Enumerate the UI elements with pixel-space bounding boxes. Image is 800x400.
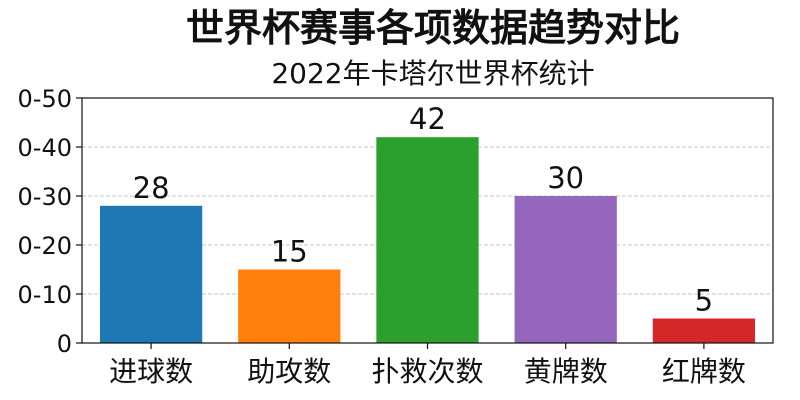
y-tick-label: 0-30: [18, 183, 72, 211]
bar-3: [376, 137, 479, 343]
bar-value-label: 5: [695, 284, 713, 318]
x-tick-label: 红牌数: [662, 355, 746, 388]
y-tick-label: 0-40: [18, 134, 72, 162]
bar-value-label: 30: [547, 161, 584, 195]
x-tick-label: 扑救次数: [371, 355, 483, 388]
plot-frame: [81, 97, 774, 344]
x-tick-label: 进球数: [109, 355, 193, 388]
bar-1: [99, 205, 203, 343]
chart-title: 世界杯赛事各项数据趋势对比: [185, 6, 680, 50]
bar-value-label: 28: [133, 171, 170, 205]
bar-value-label: 42: [409, 102, 446, 136]
bar-5: [652, 318, 756, 343]
y-tick-label: 0-20: [18, 232, 72, 260]
bar-value-label: 15: [271, 235, 308, 269]
y-tick-label: 0-50: [18, 85, 72, 113]
x-tick-label: 助攻数: [247, 355, 331, 388]
bar-4: [514, 196, 617, 343]
y-tick-label: 0: [57, 330, 72, 358]
y-tick-label: 0-10: [18, 281, 72, 309]
chart-subtitle: 2022年卡塔尔世界杯统计: [271, 57, 595, 90]
bar-2: [238, 269, 341, 343]
x-tick-label: 黄牌数: [524, 355, 608, 388]
